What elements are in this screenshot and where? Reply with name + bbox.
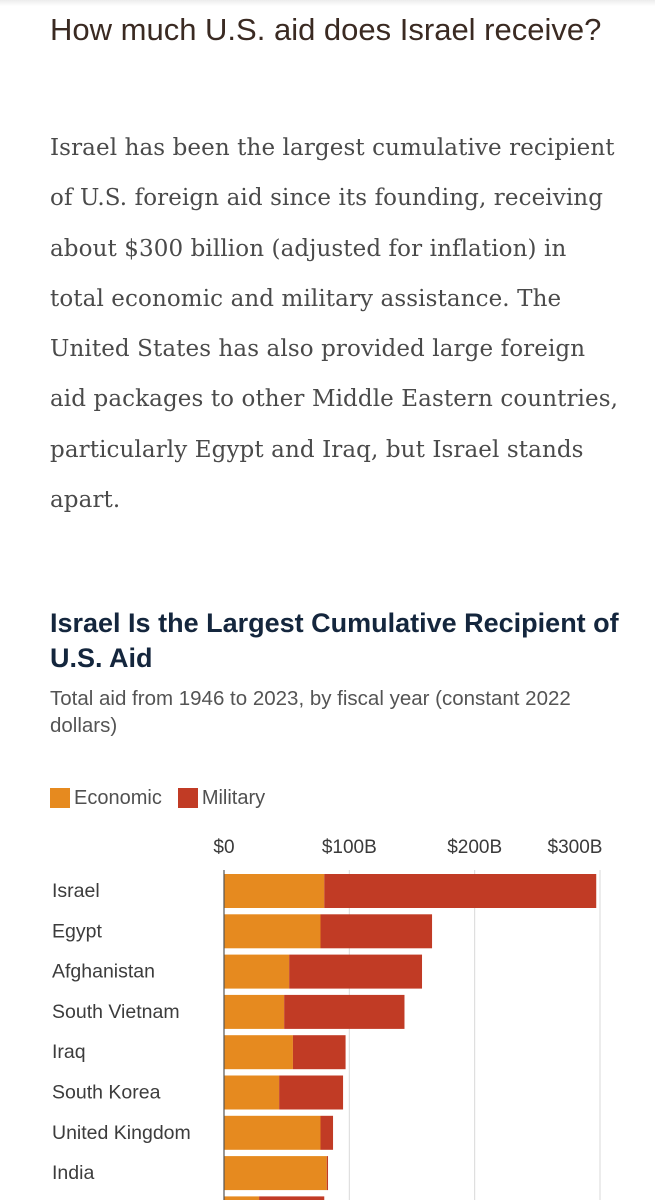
bar-economic xyxy=(224,1115,321,1150)
legend-label-economic: Economic xyxy=(74,786,162,809)
legend-swatch-economic xyxy=(50,788,70,808)
bar-military xyxy=(279,1075,344,1110)
bar-economic xyxy=(224,1196,260,1200)
legend-label-military: Military xyxy=(201,786,266,809)
category-label: Israel xyxy=(52,880,100,902)
category-label: South Korea xyxy=(52,1082,161,1104)
legend-item-military: Military xyxy=(177,786,266,810)
article-paragraph: Israel has been the largest cumulative r… xyxy=(50,135,619,514)
bar-economic xyxy=(224,1035,293,1070)
bar-military xyxy=(326,1156,329,1191)
legend-swatch-military xyxy=(177,788,198,808)
chart-title: Israel Is the Largest Cumulative Recipie… xyxy=(50,608,619,673)
bar-military xyxy=(320,914,433,949)
bar-military xyxy=(292,1035,346,1070)
x-tick-label: $300B xyxy=(548,837,603,858)
bar-economic xyxy=(224,954,290,989)
bar-economic xyxy=(224,1156,327,1191)
bar-military xyxy=(284,994,405,1029)
bar-military xyxy=(289,954,423,989)
x-tick-label: $0 xyxy=(213,837,234,858)
chart-legend: Economic Military xyxy=(50,784,281,812)
bar-military xyxy=(324,874,597,908)
category-label: Egypt xyxy=(52,920,102,942)
article-heading: How much U.S. aid does Israel receive? xyxy=(50,12,602,47)
bar-military xyxy=(320,1115,334,1150)
bar-economic xyxy=(224,914,321,949)
bar-military xyxy=(259,1196,325,1200)
bar-economic xyxy=(224,994,285,1029)
bar-economic xyxy=(224,874,325,908)
chart-subtitle: Total aid from 1946 to 2023, by fiscal y… xyxy=(50,687,571,737)
category-label: India xyxy=(52,1162,94,1184)
category-label: South Vietnam xyxy=(52,1001,180,1023)
x-tick-label: $200B xyxy=(447,837,502,858)
bar-economic xyxy=(224,1075,280,1110)
legend-item-economic: Economic xyxy=(50,787,162,810)
stacked-bar-chart: $0 $100B $200B $300B Israel Egypt Afghanistan S… xyxy=(52,837,603,1200)
x-tick-label: $100B xyxy=(322,837,377,858)
category-label: Iraq xyxy=(52,1041,86,1063)
category-label: United Kingdom xyxy=(52,1122,191,1144)
top-shadow xyxy=(0,0,655,6)
category-label: Afghanistan xyxy=(52,961,155,983)
